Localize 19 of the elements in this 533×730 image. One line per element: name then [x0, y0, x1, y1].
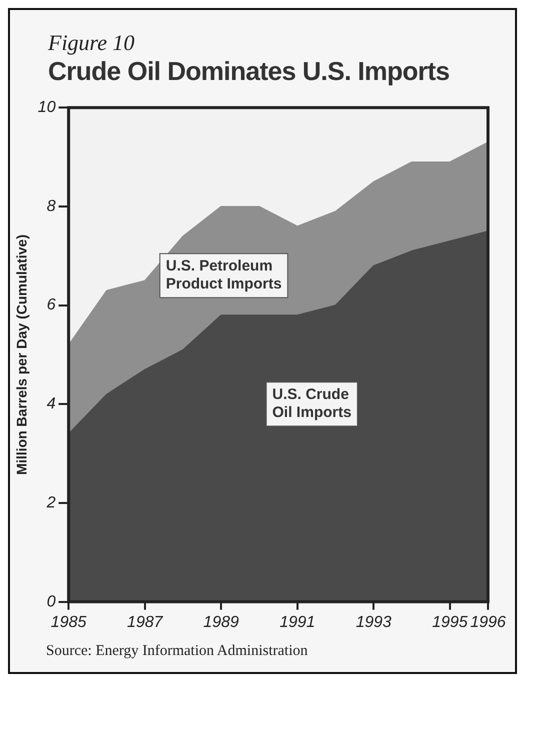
x-tick-label: 1996 — [470, 614, 506, 631]
y-tick-label: 4 — [46, 396, 56, 413]
series-label: U.S. Crude Oil Imports — [272, 386, 352, 421]
x-tick-label: 1987 — [127, 614, 164, 631]
series-label: U.S. Petroleum Product Imports — [166, 257, 282, 292]
x-tick-label: 1995 — [432, 614, 468, 631]
y-tick-label: 6 — [46, 296, 56, 314]
chart-title: Crude Oil Dominates U.S. Imports — [48, 56, 451, 87]
y-axis-title: Million Barrels per Day (Cumulative) — [13, 234, 30, 475]
x-tick-label: 1991 — [280, 614, 316, 631]
source-note: Source: Energy Information Administration — [46, 643, 309, 660]
y-tick-label: 8 — [46, 198, 56, 215]
x-tick-label: 1993 — [356, 614, 392, 631]
y-tick-label: 0 — [46, 593, 56, 610]
chart-subtitle: Figure 10 — [48, 30, 136, 56]
x-tick-label: 1989 — [203, 614, 240, 631]
y-tick-label: 10 — [38, 99, 56, 116]
x-tick-label: 1985 — [50, 614, 86, 631]
y-tick-label: 2 — [46, 494, 56, 512]
